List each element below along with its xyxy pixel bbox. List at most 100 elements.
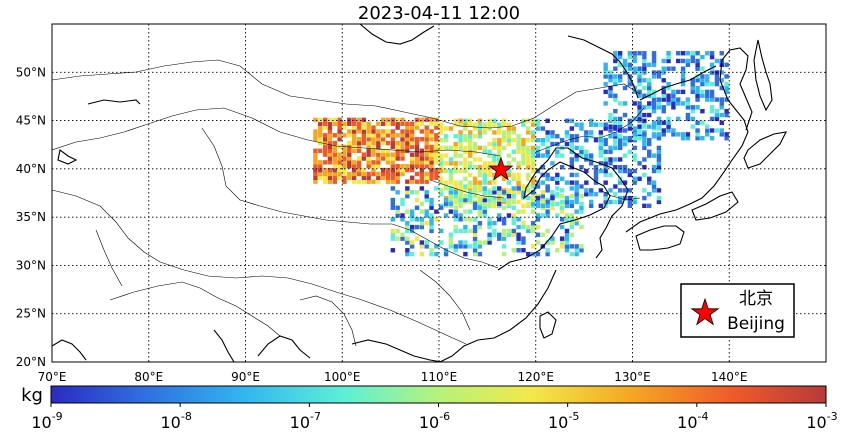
plume-pixel [637, 101, 642, 106]
plume-pixel [395, 152, 400, 157]
plume-pixel [453, 193, 458, 199]
plume-pixel [579, 153, 584, 158]
plume-pixel [680, 81, 686, 87]
plume-pixel [521, 203, 526, 209]
plume-pixel [405, 148, 410, 153]
plume-pixel [492, 137, 497, 143]
plume-pixel [322, 121, 328, 126]
plume-pixel [545, 199, 550, 205]
plume-pixel [371, 152, 376, 157]
plume-pixel [574, 199, 579, 205]
colorbar-label: kg [21, 385, 43, 406]
plume-pixel [371, 133, 376, 138]
plume-pixel [356, 136, 362, 142]
plume-pixel [501, 217, 507, 222]
plume-pixel [714, 58, 720, 64]
plume-pixel [506, 141, 512, 147]
plume-pixel [405, 179, 410, 184]
plume-pixel [351, 136, 357, 142]
plume-pixel [482, 130, 487, 135]
plume-pixel [676, 132, 681, 137]
plume-pixel [385, 140, 391, 146]
plume-pixel [569, 134, 575, 139]
plume-pixel [530, 164, 536, 170]
plume-pixel [555, 149, 560, 154]
plume-pixel [709, 93, 715, 98]
plume-pixel [472, 193, 478, 199]
plume-pixel [313, 179, 318, 184]
plume-pixel [390, 197, 396, 203]
plume-pixel [313, 136, 318, 142]
plume-pixel [535, 203, 541, 209]
plume-pixel [424, 160, 429, 165]
plume-pixel [356, 140, 362, 146]
plume-pixel [414, 136, 420, 142]
plume-pixel [439, 180, 444, 185]
plume-pixel [603, 62, 608, 68]
plume-pixel [463, 251, 468, 257]
plume-pixel [351, 164, 357, 169]
plume-pixel [559, 199, 565, 205]
plume-pixel [361, 167, 366, 173]
plume-pixel [613, 124, 618, 129]
plume-pixel [724, 89, 729, 95]
plume-pixel [351, 121, 357, 126]
plume-pixel [671, 132, 676, 137]
plume-pixel [361, 117, 366, 123]
plume-pixel [439, 126, 444, 131]
plume-pixel [439, 122, 444, 127]
plume-pixel [569, 161, 575, 166]
plume-pixel [603, 126, 608, 131]
plume-pixel [468, 172, 473, 178]
plume-pixel [506, 232, 512, 237]
plume-pixel [613, 81, 618, 87]
plume-pixel [632, 70, 637, 75]
plume-pixel [458, 193, 463, 199]
plume-pixel [695, 62, 700, 68]
plume-pixel [540, 232, 545, 237]
plume-pixel [327, 148, 333, 153]
plume-pixel [477, 180, 483, 185]
plume-pixel [521, 161, 526, 166]
plume-pixel [395, 179, 400, 184]
plume-pixel [400, 133, 405, 138]
plume-pixel [318, 129, 323, 134]
plume-pixel [497, 149, 502, 154]
plume-pixel [569, 149, 575, 154]
plume-pixel [390, 228, 396, 234]
plume-pixel [603, 180, 608, 185]
plume-pixel [598, 137, 604, 143]
plume-pixel [482, 161, 487, 166]
plume-pixel [632, 132, 637, 137]
plume-pixel [574, 195, 579, 201]
plume-pixel [719, 51, 724, 56]
plume-pixel [705, 93, 710, 98]
plume-pixel [434, 140, 439, 146]
plume-pixel [492, 203, 497, 209]
plume-pixel [695, 89, 700, 95]
plume-pixel [322, 117, 328, 123]
plume-pixel [550, 195, 555, 201]
plume-pixel [579, 205, 584, 210]
plume-pixel [390, 167, 396, 173]
plume-pixel [429, 197, 434, 203]
plume-pixel [497, 186, 502, 191]
plume-pixel [680, 58, 686, 64]
plume-pixel [472, 217, 478, 222]
plume-pixel [690, 116, 695, 122]
plume-pixel [613, 192, 618, 197]
plume-pixel [468, 161, 473, 166]
plume-pixel [487, 193, 492, 199]
plume-pixel [337, 125, 342, 130]
plume-pixel [559, 240, 565, 245]
plume-pixel [651, 168, 657, 174]
plume-pixel [313, 171, 318, 177]
lat-tick-label: 35°N [16, 210, 46, 224]
plume-pixel [642, 58, 647, 64]
plume-pixel [656, 70, 662, 75]
plume-pixel [342, 152, 347, 157]
plume-pixel [545, 137, 550, 143]
plume-pixel [627, 172, 633, 178]
plume-pixel [564, 217, 570, 222]
plume-pixel [569, 137, 575, 143]
